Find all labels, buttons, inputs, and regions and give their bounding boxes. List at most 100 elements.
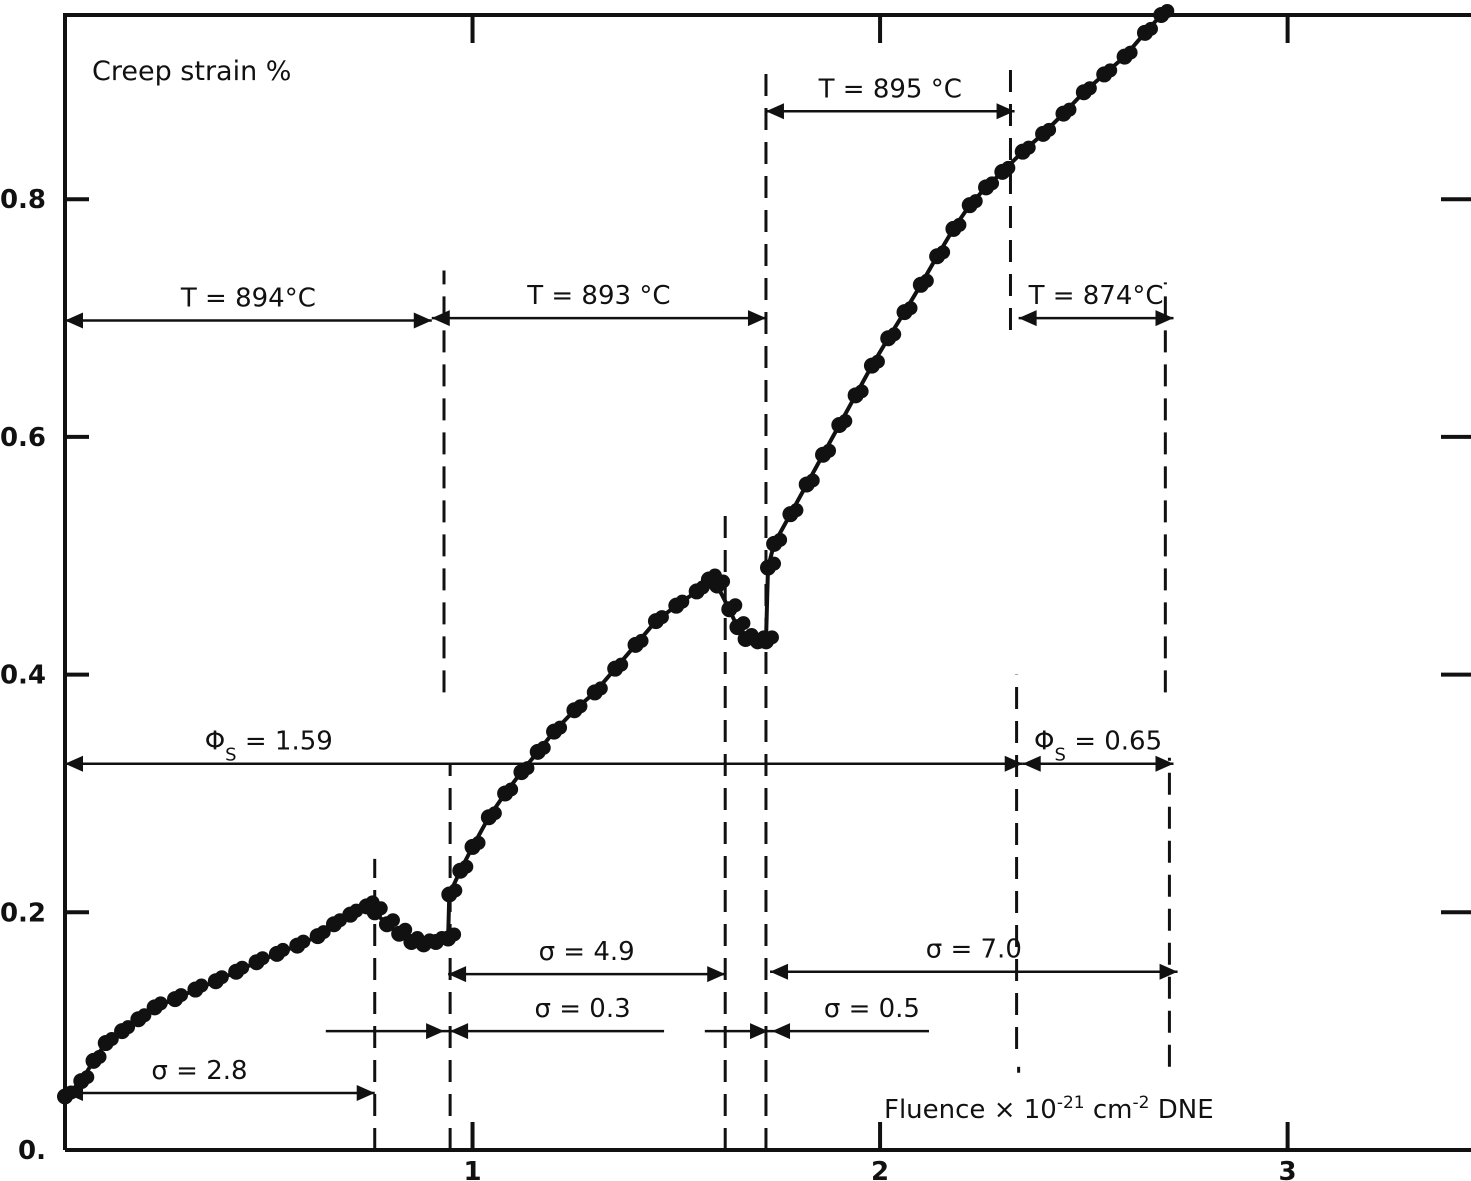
phi-arrow-right-1 <box>1155 755 1174 772</box>
data-point-shadow-36 <box>634 633 649 648</box>
stress-arrow-out-4 <box>772 1023 791 1040</box>
data-point-shadow-56 <box>903 301 918 316</box>
creep-strain-series <box>57 4 1175 1105</box>
x-axis-label: Fluence × 10-21 cm-2 DNE <box>884 1093 1214 1125</box>
temperature-arrow-right-0 <box>413 312 432 329</box>
data-point-shadow-42 <box>728 598 743 613</box>
data-point-shadow-13 <box>296 934 311 949</box>
data-point-shadow-49 <box>789 503 804 518</box>
y-tick-label-0: 0. <box>18 1136 46 1166</box>
data-point-shadow-47 <box>767 556 781 571</box>
data-point-shadow-58 <box>936 245 951 260</box>
data-point-shadow-69 <box>1143 21 1158 36</box>
data-point-shadow-12 <box>275 942 290 957</box>
temperature-label-0: T = 894°C <box>180 283 316 313</box>
data-point-shadow-30 <box>520 761 535 776</box>
stress-arrow-left-1 <box>448 966 467 983</box>
temperature-arrow-right-1 <box>747 310 766 327</box>
stress-arrow-right-0 <box>356 1084 375 1101</box>
temperature-arrow-left-1 <box>431 310 450 327</box>
interval-boundaries <box>373 68 1171 1150</box>
data-point-shadow-20 <box>398 922 413 937</box>
interval-annotations: T = 894°C T = 893 °C T = 895 °C T = 874°C ΦS… <box>65 74 1178 1101</box>
data-point-shadow-18 <box>373 901 388 916</box>
data-point-shadow-8 <box>194 978 209 993</box>
y-tick-label-1: 0.2 <box>0 898 46 928</box>
temperature-arrow-left-2 <box>765 103 784 120</box>
x-axis-label-main: Fluence × 10 <box>884 1095 1057 1125</box>
data-point-shadow-27 <box>471 835 486 850</box>
stress-arrow-in-3 <box>426 1023 445 1040</box>
data-point-shadow-50 <box>805 473 820 488</box>
temperature-label-2: T = 895 °C <box>818 74 962 104</box>
data-point-shadow-2 <box>92 1049 107 1064</box>
data-point-shadow-60 <box>968 194 983 209</box>
data-point-shadow-1 <box>80 1070 95 1085</box>
data-point-shadow-33 <box>573 699 588 714</box>
data-point-shadow-6 <box>153 996 168 1011</box>
stress-arrow-in-4 <box>750 1023 769 1040</box>
data-point-shadow-31 <box>536 740 551 755</box>
data-point-shadow-32 <box>553 720 568 735</box>
data-point-shadow-34 <box>593 681 608 696</box>
data-point-shadow-57 <box>919 273 934 288</box>
data-point-shadow-59 <box>952 217 967 232</box>
y-tick-label-2: 0.4 <box>0 661 46 691</box>
data-point-shadow-62 <box>1001 160 1016 175</box>
y-tick-label-3: 0.6 <box>0 423 46 453</box>
x-axis-label-unit-exp: -2 <box>1133 1093 1150 1113</box>
data-point-shadow-37 <box>654 610 669 625</box>
stress-label-2: σ = 7.0 <box>926 935 1022 965</box>
data-point-shadow-41 <box>716 574 731 589</box>
data-point-shadow-66 <box>1082 81 1097 96</box>
y-tick-label-4: 0.8 <box>0 185 46 215</box>
data-point-shadow-48 <box>773 532 788 547</box>
axis-ticks: 1 2 3 0. 0.2 0.4 0.6 0.8 <box>0 15 1471 1181</box>
data-point-shadow-5 <box>137 1008 152 1023</box>
data-point-shadow-63 <box>1021 140 1036 155</box>
chart-title: Creep strain % <box>92 56 291 87</box>
stress-arrow-right-1 <box>707 966 726 983</box>
x-tick-label-2: 3 <box>1279 1157 1297 1181</box>
data-point-shadow-11 <box>255 951 270 966</box>
data-point-shadow-43 <box>736 616 751 631</box>
data-point-shadow-53 <box>854 384 869 399</box>
phi-label-0: ΦS = 1.59 <box>205 727 333 766</box>
plot-frame <box>63 13 1471 1150</box>
data-point-shadow-61 <box>985 176 1000 191</box>
x-tick-label-1: 2 <box>871 1157 889 1181</box>
stress-label-1: σ = 4.9 <box>539 937 635 967</box>
data-point-shadow-70 <box>1160 4 1175 18</box>
data-point-shadow-0 <box>64 1085 78 1100</box>
data-point-shadow-4 <box>121 1020 136 1035</box>
x-axis-label-unit: cm <box>1085 1095 1133 1125</box>
data-point-shadow-55 <box>887 327 902 342</box>
data-point-shadow-51 <box>822 443 837 458</box>
data-point-shadow-9 <box>214 970 229 985</box>
stress-arrow-out-3 <box>450 1023 469 1040</box>
temperature-arrow-right-3 <box>1155 310 1174 327</box>
data-point-shadow-68 <box>1123 45 1138 60</box>
stress-label-3: σ = 0.3 <box>534 994 630 1024</box>
temperature-arrow-left-0 <box>65 312 83 329</box>
temperature-label-3: T = 874°C <box>1028 281 1164 311</box>
data-point-shadow-35 <box>614 657 629 672</box>
stress-arrow-right-2 <box>1159 963 1178 980</box>
data-point-shadow-28 <box>487 806 502 821</box>
data-point-shadow-7 <box>174 988 189 1003</box>
phi-arrow-left-1 <box>1022 755 1041 772</box>
temperature-label-1: T = 893 °C <box>526 281 670 311</box>
data-point-shadow-29 <box>504 782 519 797</box>
data-point-shadow-54 <box>870 354 885 369</box>
temperature-arrow-right-2 <box>996 103 1015 120</box>
x-axis-label-tail: DNE <box>1149 1095 1213 1125</box>
phi-label-1: ΦS = 0.65 <box>1034 727 1162 766</box>
data-point-shadow-26 <box>459 859 474 874</box>
data-point-shadow-65 <box>1062 102 1077 117</box>
phi-arrow-left-0 <box>65 755 83 772</box>
data-point-shadow-64 <box>1042 122 1057 137</box>
data-point-shadow-67 <box>1103 63 1118 78</box>
temperature-arrow-left-3 <box>1018 310 1037 327</box>
data-point-shadow-25 <box>448 883 463 898</box>
